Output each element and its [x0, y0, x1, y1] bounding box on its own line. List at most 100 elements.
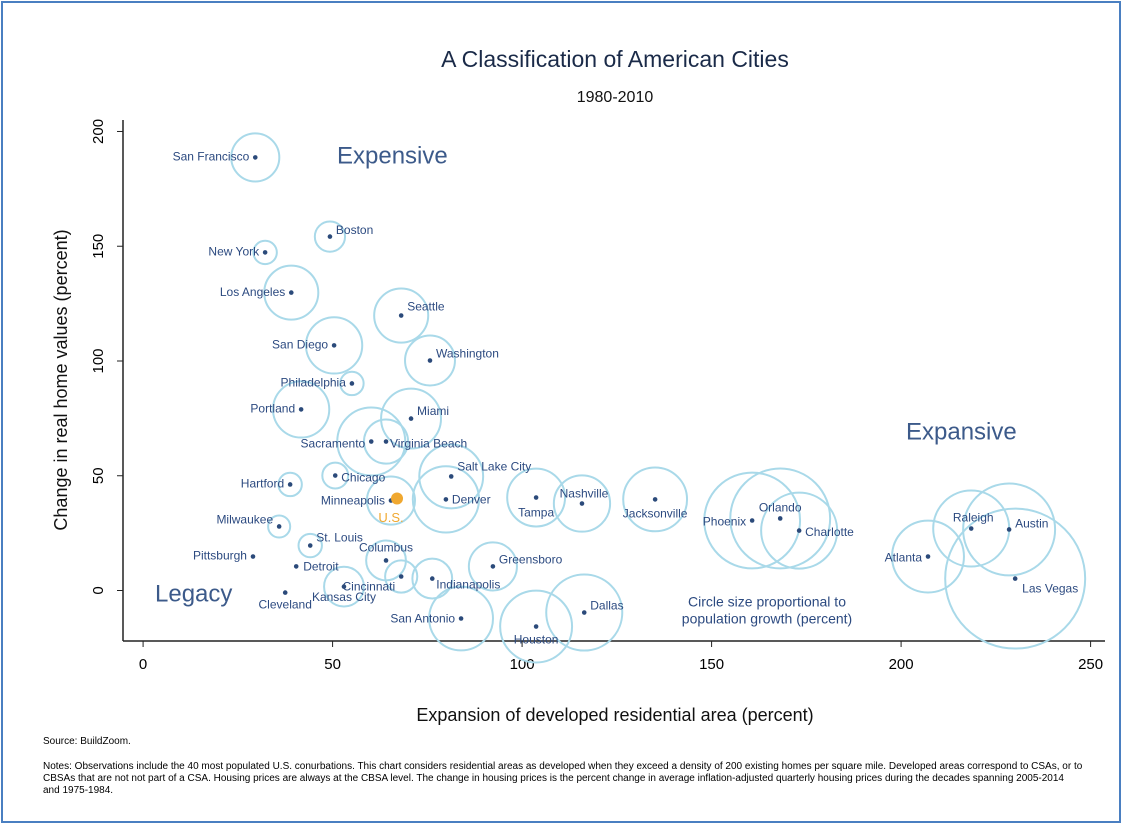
- bubble: [552, 474, 612, 533]
- point-label: Sacramento: [301, 437, 366, 451]
- point-label: Hartford: [241, 477, 284, 491]
- bubble: [336, 406, 407, 477]
- point-label: Tampa: [518, 506, 554, 520]
- dot: [490, 564, 496, 569]
- point-label: Seattle: [407, 300, 445, 314]
- bubble: [230, 132, 281, 183]
- bubble: [729, 467, 832, 570]
- dot: [298, 407, 304, 412]
- dot: [579, 501, 585, 506]
- y-tick-label: 200: [90, 119, 107, 144]
- dot: [749, 518, 755, 523]
- point-label: Greensboro: [499, 553, 563, 567]
- dot: [288, 290, 294, 295]
- dot: [408, 416, 414, 421]
- point-label: Orlando: [759, 501, 802, 515]
- dot: [448, 474, 454, 479]
- bubble: [313, 220, 347, 253]
- dot: [427, 358, 433, 363]
- bubble: [499, 589, 574, 664]
- dot: [383, 439, 389, 444]
- point-label: St. Louis: [316, 531, 363, 545]
- point-label: Indianapolis: [436, 578, 500, 592]
- chart-subtitle: 1980-2010: [577, 89, 654, 106]
- dot: [925, 554, 931, 559]
- bubble: [411, 465, 481, 534]
- point-label: Boston: [336, 223, 373, 237]
- point-label: Pittsburgh: [193, 549, 247, 563]
- y-tick-label: 150: [90, 234, 107, 259]
- x-tick-label: 200: [889, 656, 914, 673]
- point-label: Phoenix: [703, 515, 746, 529]
- point-label: San Francisco: [173, 150, 250, 164]
- dot: [398, 313, 404, 318]
- point-label: Virginia Beach: [390, 437, 467, 451]
- dot: [276, 524, 282, 529]
- point-label: Atlanta: [885, 551, 923, 565]
- dot: [443, 497, 449, 502]
- x-tick-label: 150: [699, 656, 724, 673]
- bubble: [411, 557, 454, 600]
- bubble: [373, 287, 430, 344]
- point-label: Los Angeles: [220, 285, 285, 299]
- dot: [533, 495, 539, 500]
- bubble: [267, 514, 292, 539]
- y-axis-label: Change in real home values (percent): [51, 229, 71, 530]
- point-label: Detroit: [303, 560, 339, 574]
- bubble: [962, 482, 1057, 577]
- bubble: [404, 334, 456, 387]
- dot: [262, 250, 268, 255]
- dot: [429, 576, 435, 581]
- point-label: New York: [208, 245, 260, 259]
- annotation: Expansive: [906, 418, 1017, 445]
- notes: Notes: Observations include the 40 most …: [43, 761, 1083, 796]
- x-tick-label: 100: [510, 656, 535, 673]
- chart-title: A Classification of American Cities: [441, 46, 789, 72]
- bubble: [622, 466, 689, 533]
- dot: [287, 482, 293, 487]
- dot: [533, 624, 539, 629]
- bubble: [428, 585, 494, 652]
- chart: A Classification of American Cities 1980…: [51, 46, 1105, 725]
- x-tick-label: 250: [1078, 656, 1103, 673]
- bubble: [297, 532, 323, 559]
- dot: [652, 497, 658, 502]
- dot: [252, 155, 258, 160]
- point-label: Dallas: [590, 599, 623, 613]
- y-tick-label: 0: [90, 586, 107, 594]
- point-label: Chicago: [341, 471, 385, 485]
- dot: [349, 381, 355, 386]
- dot: [327, 234, 333, 239]
- y-tick-label: 50: [90, 467, 107, 484]
- point-label: Charlotte: [805, 525, 854, 539]
- bubble: [760, 491, 839, 570]
- bubble: [277, 471, 303, 498]
- dot: [458, 616, 464, 621]
- bubble: [323, 565, 365, 608]
- point-label: Philadelphia: [281, 376, 347, 390]
- point-label: San Diego: [272, 338, 328, 352]
- point-label: Washington: [436, 347, 499, 361]
- dot: [368, 439, 374, 444]
- point-label: San Antonio: [390, 612, 455, 626]
- y-tick-label: 100: [90, 348, 107, 373]
- point-label: Cincinnati: [342, 580, 395, 594]
- point-label: Denver: [452, 493, 491, 507]
- reference-label: U.S.: [378, 510, 403, 525]
- bubble: [703, 471, 802, 570]
- point-label: Minneapolis: [321, 494, 385, 508]
- size-note: population growth (percent): [682, 611, 852, 627]
- point-label: Columbus: [359, 541, 413, 555]
- dot: [383, 558, 389, 563]
- dot: [307, 543, 313, 548]
- bubble: [545, 573, 624, 652]
- dot: [968, 526, 974, 531]
- dot: [293, 564, 299, 569]
- bubble: [891, 519, 965, 594]
- point-label: Nashville: [560, 487, 609, 501]
- point-label: Houston: [514, 633, 559, 647]
- dot: [250, 554, 256, 559]
- annotation: Legacy: [155, 580, 232, 607]
